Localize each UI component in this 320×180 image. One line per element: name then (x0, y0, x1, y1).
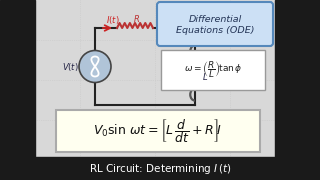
Bar (275, 0, 320, 157)
Text: $L$: $L$ (202, 71, 208, 82)
FancyBboxPatch shape (56, 110, 260, 152)
Bar (0, 0, 35, 157)
Text: $V(t)$: $V(t)$ (61, 60, 78, 73)
Circle shape (79, 51, 111, 82)
FancyBboxPatch shape (161, 50, 265, 90)
FancyBboxPatch shape (157, 2, 273, 46)
Text: $R$: $R$ (133, 12, 140, 24)
Text: $\omega = \left(\dfrac{R}{L}\right)\!\tan\phi$: $\omega = \left(\dfrac{R}{L}\right)\!\ta… (184, 60, 242, 80)
Text: $V_0 \sin\,\omega t = \left[L\,\dfrac{d}{dt} + R\right]\!I$: $V_0 \sin\,\omega t = \left[L\,\dfrac{d}… (93, 117, 223, 145)
Text: Differential
Equations (ODE): Differential Equations (ODE) (176, 15, 254, 35)
Bar (0, 157, 320, 180)
Text: RL Circuit: Determining $I\,(t)$: RL Circuit: Determining $I\,(t)$ (89, 161, 231, 176)
Text: $I(t)$: $I(t)$ (106, 14, 120, 26)
